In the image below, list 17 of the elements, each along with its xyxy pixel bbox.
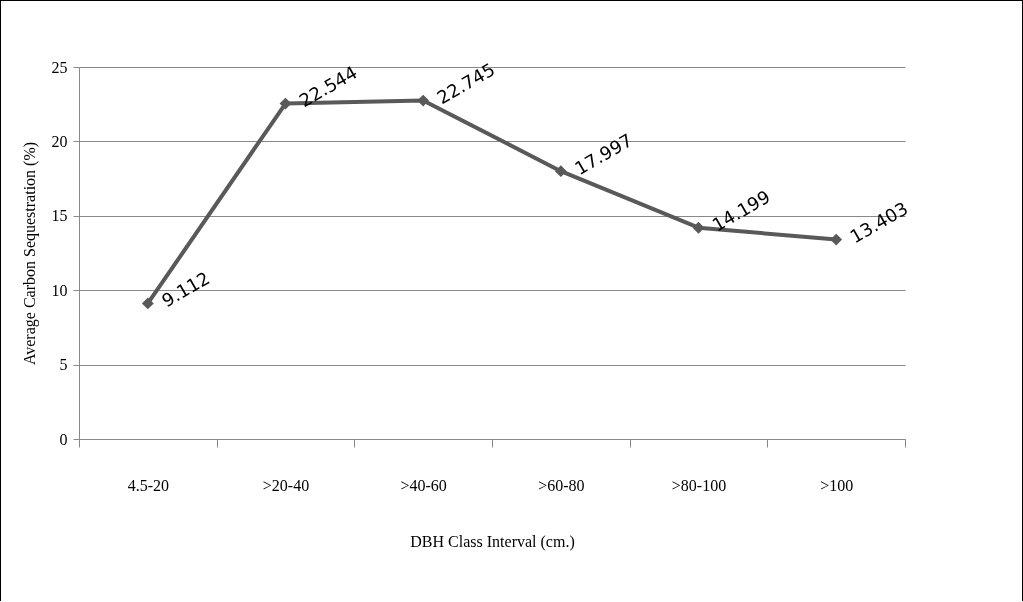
x-axis-title: DBH Class Interval (cm.) <box>410 532 575 551</box>
y-tick-label: 15 <box>51 207 68 225</box>
point <box>141 297 154 310</box>
point <box>692 221 705 234</box>
x-tick-label: >100 <box>820 476 854 494</box>
point <box>554 165 567 178</box>
x-tick-label: >20-40 <box>262 476 310 494</box>
y-tick-label: 10 <box>51 281 68 299</box>
y-tick-label: 0 <box>59 430 68 448</box>
x-tick-label: >40-60 <box>400 476 447 494</box>
y-tick-label: 20 <box>51 132 68 150</box>
y-axis-title: Average Carbon Sequestration (%) <box>20 141 39 366</box>
y-tick-label: 25 <box>51 58 68 76</box>
x-tick-label: >80-100 <box>671 476 727 494</box>
x-tick-label: 4.5-20 <box>127 476 169 494</box>
y-tick-label: 5 <box>59 356 68 374</box>
x-tick-label: >60-80 <box>538 476 585 494</box>
